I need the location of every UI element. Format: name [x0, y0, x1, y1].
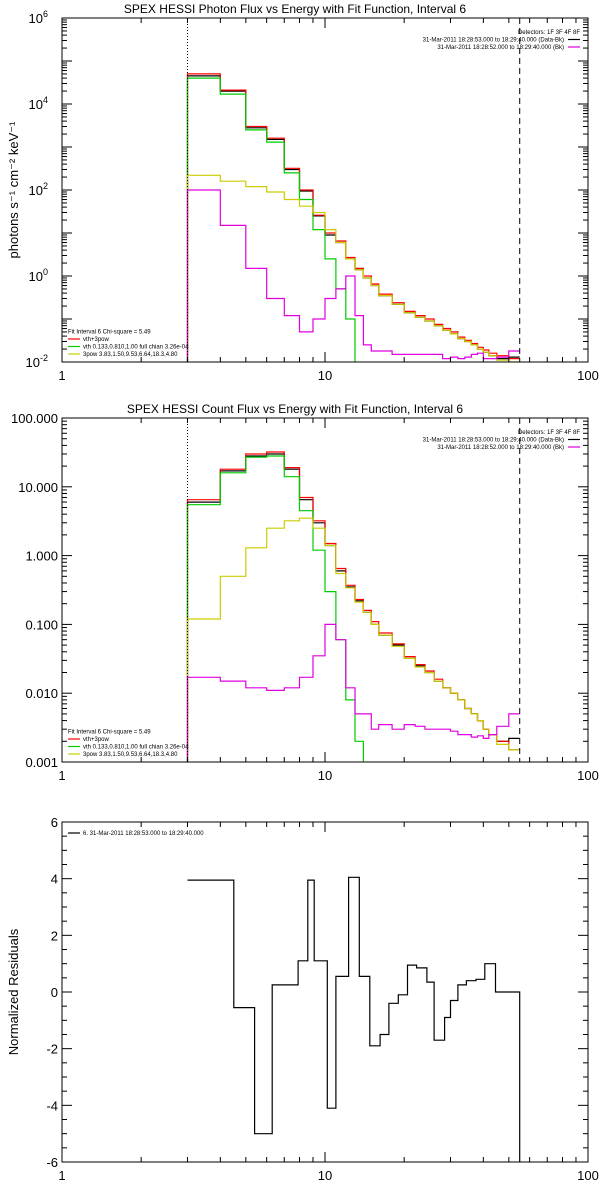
legend-right-item: 31-Mar-2011 18:28:52.000 to 18:29:40.000… [437, 45, 564, 51]
x-tick-label: 100 [577, 768, 599, 783]
y-tick-label: 10.000 [18, 480, 58, 495]
y-tick-label: 10-2 [26, 353, 48, 370]
series-line-2 [186, 73, 520, 362]
legend-left-item: 3pow 3.83,1.50,9.53,6.64,18.3,4.80 [83, 352, 178, 358]
legend-right-item: Detectors: 1F 3F 4F 8F [518, 30, 580, 36]
x-tick-label: 100 [577, 1168, 599, 1183]
y-tick-label: 6 [51, 815, 58, 830]
y-tick-label: 0.010 [25, 686, 58, 701]
series-line-5 [186, 189, 520, 362]
y-tick-label: 1.000 [25, 549, 58, 564]
y-tick-label: -2 [46, 1042, 58, 1057]
chart-2: SPEX HESSI Count Flux vs Energy with Fit… [11, 402, 599, 783]
x-tick-label: 100 [577, 368, 599, 383]
x-tick-label: 1 [58, 1168, 65, 1183]
series-line-3 [186, 77, 356, 362]
legend-left-item: vth 0.133,0.810,1.00 full chian 3.26e-04 [83, 345, 189, 351]
legend-right-item: 31-Mar-2011 18:28:53.000 to 18:29:40.000… [423, 38, 564, 44]
x-tick-label: 10 [318, 768, 332, 783]
series-line-1 [186, 453, 520, 762]
series-group [186, 451, 520, 762]
y-tick-label: 0.001 [25, 755, 58, 770]
chart-title: SPEX HESSI Count Flux vs Energy with Fit… [127, 402, 463, 416]
legend-left-item: vth 0.133,0.810,1.00 full chian 3.26e-04 [83, 745, 189, 751]
series-line-5 [186, 623, 520, 762]
y-tick-label: 2 [51, 928, 58, 943]
y-tick-label: 100 [29, 267, 48, 284]
series-line-3 [186, 455, 364, 762]
chart-1: SPEX HESSI Photon Flux vs Energy with Fi… [6, 2, 599, 383]
legend-left-item: vth+3pow [83, 737, 110, 743]
series-line-1 [186, 75, 520, 362]
series-group [186, 73, 520, 362]
y-tick-label: 0.100 [25, 617, 58, 632]
y-tick-label: 102 [29, 181, 48, 198]
y-axis-label: photons s⁻¹ cm⁻² keV⁻¹ [6, 121, 21, 259]
y-axis-label: Normalized Residuals [6, 928, 21, 1055]
series-line-1 [187, 876, 521, 1162]
y-tick-label: -6 [46, 1155, 58, 1170]
legend-left-item: 3pow 3.83,1.50,9.53,6.64,18.3,4.80 [83, 752, 178, 758]
x-tick-label: 10 [318, 368, 332, 383]
chart-title: SPEX HESSI Photon Flux vs Energy with Fi… [124, 2, 466, 16]
series-group [187, 876, 521, 1162]
legend-right-item: Detectors: 1F 3F 4F 8F [518, 430, 580, 436]
series-line-2 [186, 451, 520, 762]
x-tick-label: 1 [58, 368, 65, 383]
legend-right-item: 31-Mar-2011 18:28:53.000 to 18:29:40.000… [423, 438, 564, 444]
x-tick-label: 10 [318, 1168, 332, 1183]
legend-right-item: 31-Mar-2011 18:28:52.000 to 18:29:40.000… [437, 445, 564, 451]
legend-left-item: vth+3pow [83, 337, 110, 343]
legend-left-item: Fit Interval 6 Chi-square = 5.49 [68, 330, 151, 336]
y-tick-label: 100.000 [11, 411, 58, 426]
y-tick-label: 106 [29, 9, 48, 26]
y-tick-label: 104 [29, 95, 48, 112]
series-line-4 [186, 174, 520, 362]
series-line-4 [186, 517, 520, 762]
y-tick-label: 0 [51, 985, 58, 1000]
legend-left-item: 6. 31-Mar-2011 18:28:53.000 to 18:29:40.… [83, 831, 204, 837]
y-tick-label: -4 [46, 1098, 58, 1113]
y-tick-label: 4 [51, 872, 58, 887]
chart-3: Normalized Residuals 1 10 100 -6 -4 -2 0 2 4 6 6. 3… [6, 815, 599, 1183]
legend-left-item: Fit Interval 6 Chi-square = 5.49 [68, 730, 151, 736]
x-tick-label: 1 [58, 768, 65, 783]
